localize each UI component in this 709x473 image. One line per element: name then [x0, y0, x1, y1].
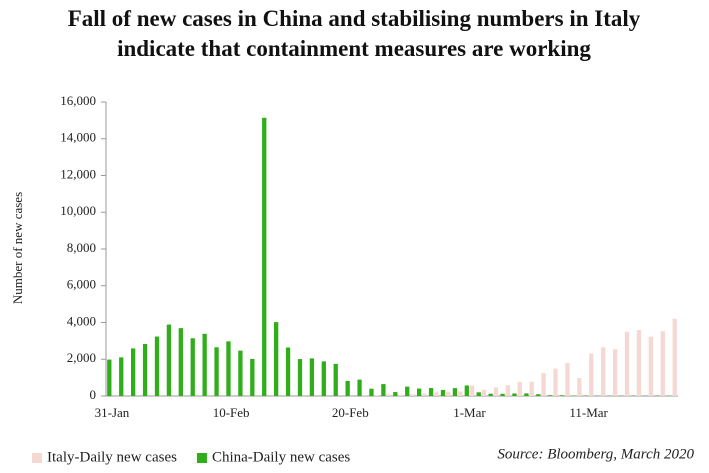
y-tick-label: 16,000: [60, 93, 96, 108]
bar: [428, 388, 434, 396]
bar: [154, 336, 160, 396]
bar: [422, 393, 427, 396]
y-tick-label: 0: [90, 387, 97, 402]
bar: [369, 388, 374, 396]
x-tick-label: 10-Feb: [213, 405, 250, 420]
bar: [321, 361, 326, 396]
y-tick-label: 2,000: [67, 350, 96, 365]
y-tick-label: 6,000: [67, 277, 96, 292]
bar: [119, 357, 124, 396]
legend-swatch: [32, 453, 42, 463]
bar: [476, 392, 481, 396]
bar: [262, 117, 267, 397]
bar: [214, 347, 219, 396]
bar: [536, 394, 541, 396]
bar: [446, 391, 451, 396]
bar: [577, 378, 582, 396]
legend-label: China-Daily new cases: [212, 449, 350, 465]
bar: [452, 388, 458, 396]
bar: [505, 385, 510, 396]
bar: [648, 336, 653, 396]
bar: [589, 353, 594, 396]
bar: [440, 389, 446, 396]
bar: [107, 359, 112, 396]
bar: [481, 389, 487, 396]
bar: [541, 373, 546, 396]
chart-title-line: indicate that containment measures are w…: [117, 36, 591, 61]
bar: [297, 359, 303, 396]
bar: [612, 349, 618, 396]
bar: [548, 395, 553, 396]
bar: [672, 318, 677, 396]
bar: [274, 322, 279, 396]
bar: [493, 387, 499, 396]
bar: [660, 331, 665, 396]
legend-swatch: [196, 453, 207, 463]
bar: [565, 362, 570, 396]
bar: [524, 393, 529, 396]
x-tick-label: 31-Jan: [95, 405, 130, 420]
bar: [553, 368, 558, 396]
bar: [464, 385, 469, 396]
bar: [601, 347, 606, 396]
y-tick-label: 14,000: [60, 130, 96, 145]
bar: [500, 393, 505, 396]
bar: [529, 381, 534, 396]
bar: [636, 330, 642, 396]
bar: [517, 381, 522, 396]
bar: [488, 393, 493, 396]
y-tick-label: 4,000: [67, 313, 96, 328]
bar: [238, 350, 243, 396]
y-axis-label: Number of new cases: [10, 192, 25, 304]
bar: [624, 331, 630, 396]
bar: [512, 393, 517, 396]
bar: [410, 394, 415, 396]
bar: [309, 358, 315, 396]
y-tick-label: 10,000: [60, 203, 96, 218]
legend-label: Italy-Daily new cases: [47, 449, 177, 465]
x-tick-label: 11-Mar: [569, 405, 608, 420]
bar: [202, 333, 207, 396]
y-tick-label: 12,000: [60, 166, 96, 181]
bar: [381, 384, 386, 396]
bar: [226, 341, 231, 396]
bar: [333, 363, 338, 396]
bar: [560, 395, 565, 396]
bar: [357, 379, 362, 396]
chart-title-line: Fall of new cases in China and stabilisi…: [68, 6, 641, 31]
bar: [469, 385, 475, 396]
y-tick-label: 8,000: [67, 240, 96, 255]
bar: [142, 344, 148, 396]
bar: [178, 328, 183, 396]
bar: [417, 388, 422, 396]
bar: [190, 338, 195, 396]
bar: [405, 386, 410, 396]
bar: [398, 394, 403, 396]
bar: [386, 394, 391, 396]
bar: [374, 395, 379, 396]
bar: [345, 380, 350, 396]
bar: [434, 392, 439, 396]
source: Source: Bloomberg, March 2020: [497, 446, 694, 462]
bar: [285, 347, 291, 396]
x-tick-label: 20-Feb: [332, 405, 369, 420]
bar: [166, 324, 172, 396]
bar: [131, 348, 136, 396]
x-tick-label: 1-Mar: [453, 405, 486, 420]
bar: [458, 391, 463, 396]
bar: [393, 392, 398, 396]
bar: [250, 358, 255, 396]
